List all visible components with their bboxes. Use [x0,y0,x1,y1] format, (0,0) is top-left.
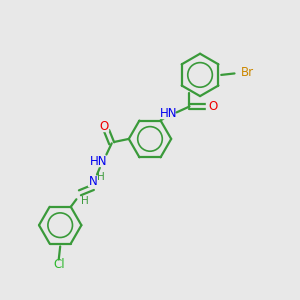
Bar [161,110,174,118]
Text: HN: HN [90,155,107,168]
Text: H: H [81,196,88,206]
Bar [88,178,96,186]
Bar [91,158,106,166]
Bar [53,260,64,269]
Text: O: O [208,100,217,113]
Text: O: O [99,120,109,133]
Bar [99,122,108,131]
Text: H: H [97,172,105,182]
Text: HN: HN [160,107,177,120]
Bar [206,102,215,111]
Text: Br: Br [240,66,254,79]
Text: Cl: Cl [53,258,64,271]
Text: N: N [88,175,97,188]
